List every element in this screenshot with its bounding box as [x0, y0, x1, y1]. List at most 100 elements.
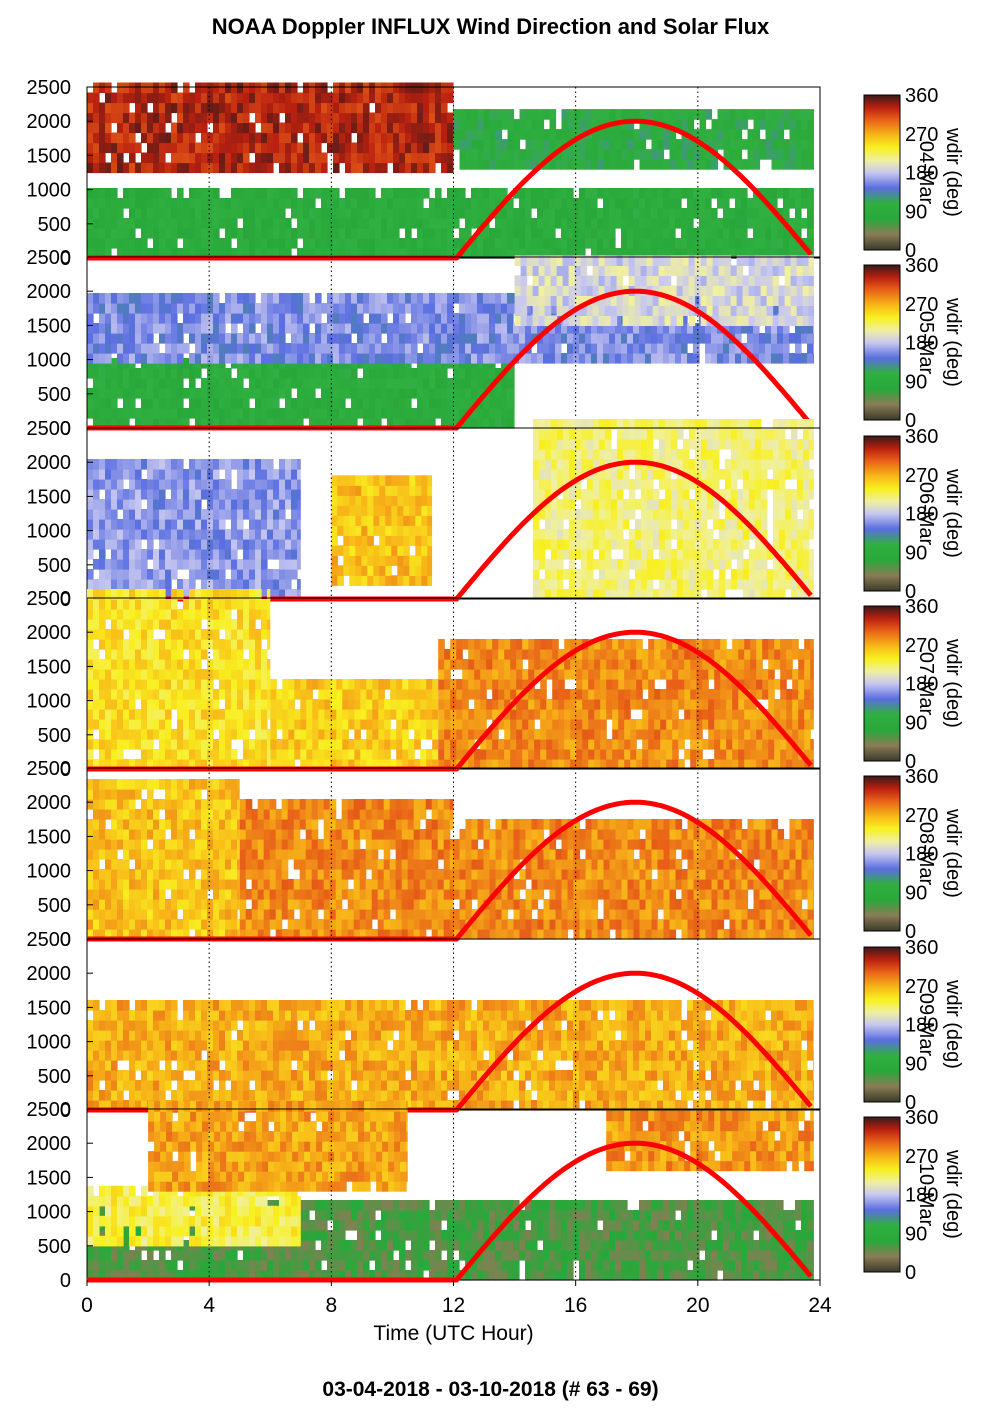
heatmap-cell [189, 388, 196, 399]
heatmap-cell [532, 295, 540, 306]
heatmap-cell [567, 228, 574, 239]
heatmap-cell [219, 489, 226, 500]
heatmap-cell [730, 315, 738, 326]
heatmap-cell [759, 218, 766, 229]
heatmap-cell [507, 293, 514, 304]
heatmap-cell [99, 313, 106, 324]
heatmap-cell [669, 188, 676, 199]
heatmap-cell [261, 198, 268, 209]
heatmap-cell [688, 589, 696, 600]
heatmap-cell [357, 313, 364, 324]
heatmap-cell [405, 112, 412, 124]
heatmap-cell [399, 102, 406, 114]
heatmap-cell [429, 238, 436, 249]
heatmap-cell [760, 559, 768, 570]
heatmap-cell [363, 152, 370, 164]
heatmap-cell [333, 188, 340, 199]
heatmap-cell [165, 459, 172, 470]
heatmap-cell [796, 315, 804, 326]
heatmap-cell [687, 333, 694, 344]
heatmap-cell [640, 529, 648, 540]
heatmap-cell [177, 499, 184, 510]
heatmap-cell [622, 509, 630, 520]
heatmap-cell [201, 313, 208, 324]
heatmap-cell [441, 112, 448, 124]
heatmap-cell [627, 198, 634, 209]
heatmap-cell [700, 315, 708, 326]
heatmap-cell [646, 539, 654, 550]
heatmap-cell [544, 449, 552, 460]
heatmap-cell [465, 388, 472, 399]
heatmap-cell [639, 109, 647, 120]
heatmap-cell [693, 248, 700, 259]
heatmap-cell [687, 159, 695, 170]
heatmap-cell [207, 368, 214, 379]
heatmap-cell [681, 343, 688, 354]
heatmap-cell [574, 265, 582, 276]
heatmap-cell [195, 408, 202, 419]
heatmap-cell [367, 545, 374, 556]
heatmap-cell [219, 388, 226, 399]
heatmap-cell [87, 489, 94, 500]
heatmap-cell [315, 112, 322, 124]
heatmap-cell [561, 208, 568, 219]
heatmap-cell [652, 449, 660, 460]
heatmap-cell [153, 559, 160, 570]
heatmap-cell [771, 353, 778, 364]
heatmap-cell [129, 759, 136, 770]
heatmap-cell [183, 323, 190, 334]
heatmap-cell [423, 228, 430, 239]
heatmap-cell [385, 515, 392, 526]
heatmap-cell [706, 295, 714, 306]
heatmap-cell [748, 315, 756, 326]
heatmap-cell [411, 208, 418, 219]
heatmap-cell [117, 142, 124, 154]
heatmap-cell [616, 429, 624, 440]
heatmap-cell [759, 343, 766, 354]
heatmap-cell [153, 378, 160, 389]
heatmap-cell [802, 559, 810, 570]
heatmap-cell [189, 122, 196, 134]
heatmap-cell [177, 549, 184, 560]
heatmap-cell [459, 188, 466, 199]
heatmap-cell [243, 539, 250, 550]
heatmap-cell [93, 679, 100, 690]
heatmap-cell [495, 368, 502, 379]
heatmap-cell [580, 429, 588, 440]
heatmap-cell [153, 619, 160, 630]
heatmap-cell [213, 499, 220, 510]
heatmap-cell [532, 519, 540, 530]
heatmap-cell [568, 265, 576, 276]
heatmap-cell [357, 408, 364, 419]
heatmap-cell [759, 109, 767, 120]
heatmap-cell [315, 343, 322, 354]
heatmap-cell [706, 429, 714, 440]
heatmap-cell [291, 208, 298, 219]
heatmap-cell [802, 255, 810, 266]
heatmap-cell [309, 313, 316, 324]
heatmap-cell [562, 295, 570, 306]
heatmap-cell [784, 439, 792, 450]
heatmap-cell [213, 323, 220, 334]
heatmap-cell [760, 589, 768, 600]
heatmap-cell [753, 139, 761, 150]
heatmap-cell [729, 343, 736, 354]
heatmap-cell [562, 265, 570, 276]
heatmap-cell [519, 218, 526, 229]
heatmap-cell [495, 293, 502, 304]
heatmap-cell [225, 529, 232, 540]
heatmap-cell [243, 162, 250, 174]
heatmap-cell [405, 208, 412, 219]
heatmap-cell [219, 408, 226, 419]
heatmap-cell [651, 323, 658, 334]
heatmap-cell [723, 228, 730, 239]
heatmap-cell [477, 353, 484, 364]
heatmap-cell [742, 569, 750, 580]
heatmap-cell [754, 479, 762, 490]
heatmap-cell [171, 489, 178, 500]
heatmap-cell [375, 112, 382, 124]
heatmap-cell [622, 479, 630, 490]
heatmap-cell [790, 255, 798, 266]
heatmap-cell [682, 579, 690, 590]
